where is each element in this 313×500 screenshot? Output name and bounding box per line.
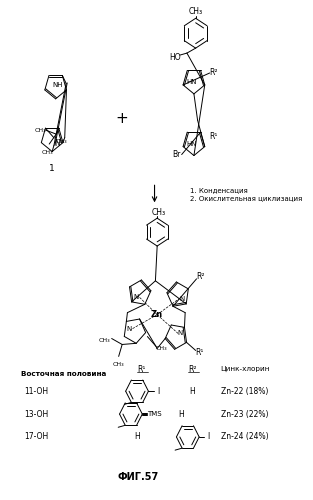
Text: R²: R² [196, 272, 204, 281]
Text: Zn-23 (22%): Zn-23 (22%) [221, 410, 269, 418]
Text: N: N [54, 139, 60, 148]
Text: Zn-22 (18%): Zn-22 (18%) [221, 386, 268, 396]
Text: 1. Конденсация: 1. Конденсация [190, 188, 247, 194]
Text: CH₃: CH₃ [113, 362, 125, 367]
Text: I: I [157, 386, 159, 396]
Text: R²: R² [209, 68, 218, 78]
Text: NH: NH [52, 82, 63, 88]
Text: H: H [178, 410, 184, 418]
Text: TMS: TMS [147, 411, 162, 417]
Text: CH₃: CH₃ [189, 7, 203, 16]
Text: 2. Окислительная циклизация: 2. Окислительная циклизация [190, 196, 302, 202]
Text: CH₃: CH₃ [156, 346, 167, 351]
Text: CH₃: CH₃ [55, 138, 67, 143]
Text: HO: HO [169, 52, 181, 62]
Text: N: N [126, 326, 132, 332]
Text: +: + [116, 111, 129, 126]
Text: 1: 1 [49, 164, 55, 173]
Text: Zn-24 (24%): Zn-24 (24%) [221, 432, 269, 442]
Text: CH₃: CH₃ [152, 208, 166, 216]
Text: CH₃: CH₃ [35, 128, 46, 132]
Text: R¹: R¹ [137, 365, 146, 374]
Text: CH₃: CH₃ [99, 338, 110, 343]
Text: HN: HN [186, 140, 197, 146]
Text: H: H [134, 432, 140, 442]
Text: 11-OH: 11-OH [24, 386, 49, 396]
Text: ФИГ.57: ФИГ.57 [117, 472, 159, 482]
Text: H: H [189, 386, 195, 396]
Text: N: N [134, 294, 139, 300]
Text: Цинк-хлорин: Цинк-хлорин [220, 366, 269, 372]
Text: N: N [177, 330, 182, 336]
Text: Br: Br [172, 150, 181, 159]
Text: HN: HN [186, 79, 197, 85]
Text: I: I [208, 432, 210, 442]
Text: 13-OH: 13-OH [24, 410, 49, 418]
Text: CH₃: CH₃ [42, 150, 53, 154]
Text: R¹: R¹ [209, 132, 217, 141]
Text: N: N [179, 296, 184, 302]
Text: R¹: R¹ [195, 348, 203, 357]
Text: Восточная половина: Восточная половина [21, 372, 106, 378]
Text: 17-OH: 17-OH [24, 432, 49, 442]
Text: Zn: Zn [151, 310, 163, 319]
Text: R²: R² [188, 365, 197, 374]
